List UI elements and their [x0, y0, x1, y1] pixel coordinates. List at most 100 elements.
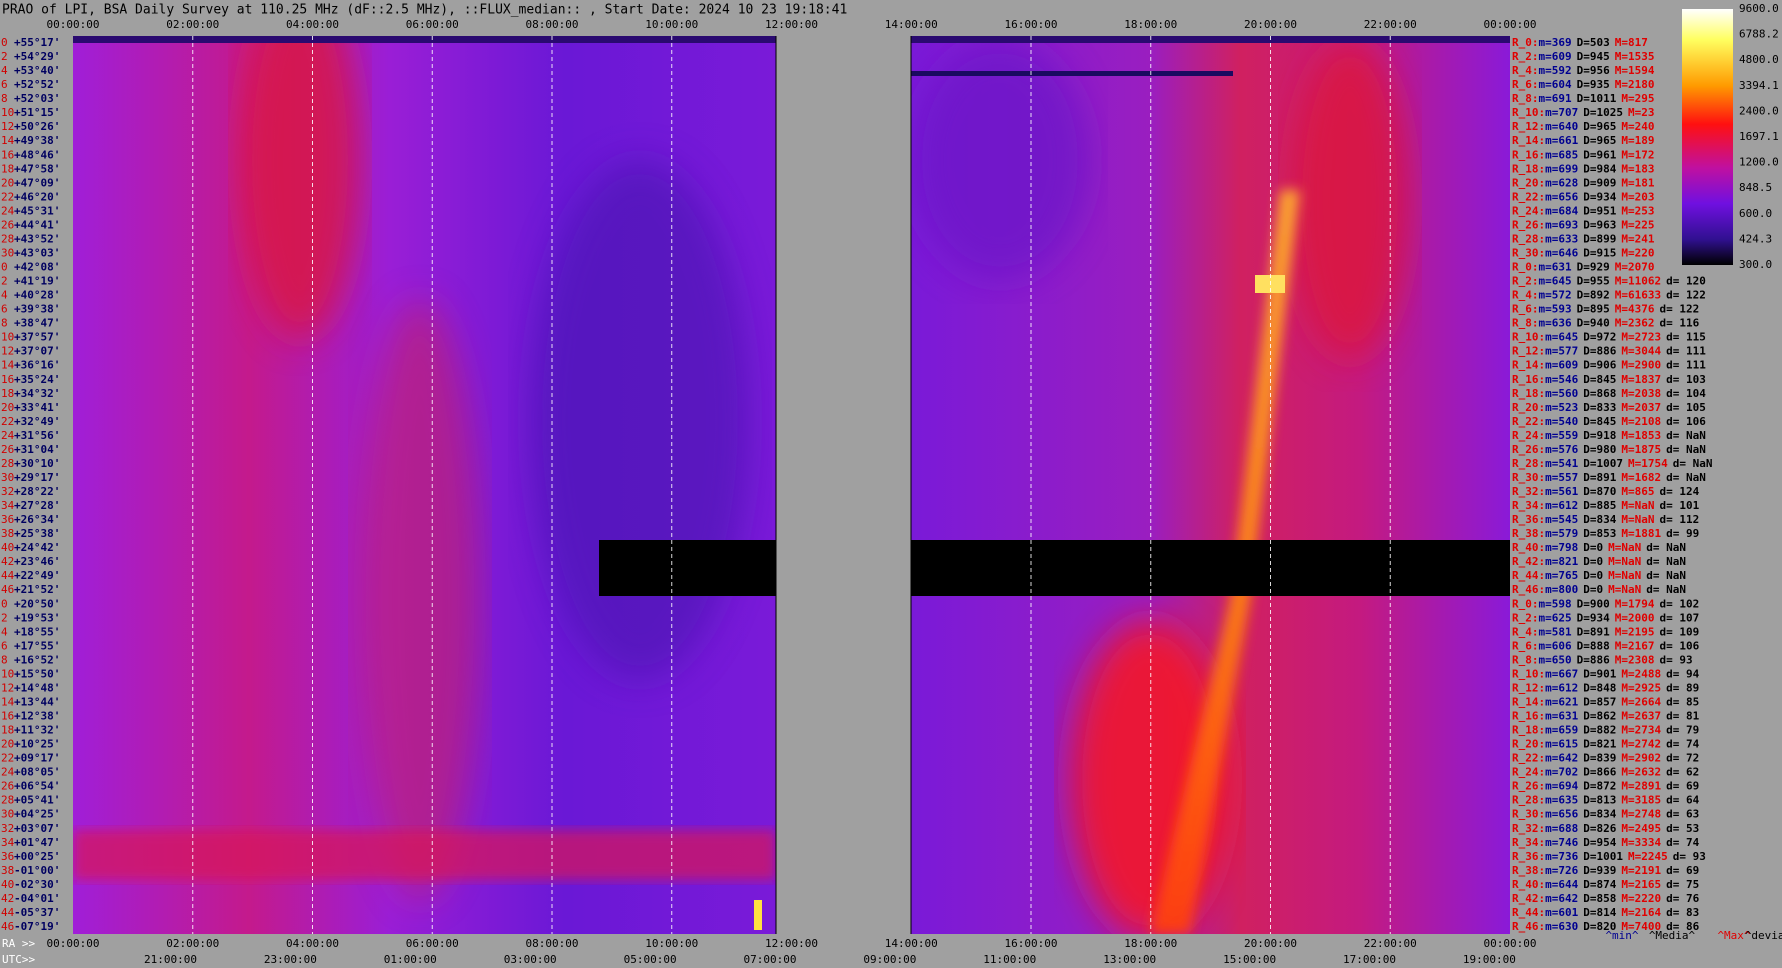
row-index: 4 — [1, 625, 8, 638]
beam-stats: R_20:m=615 D=821 M=2742 d= 74 — [1512, 738, 1700, 751]
utc-time: 05:00:00 — [624, 953, 677, 966]
stat-field: M=NaN — [1621, 499, 1654, 512]
stat-field: M=NaN — [1608, 555, 1641, 568]
stat-field: m=546 — [1545, 373, 1578, 386]
ra-time: 16:00:00 — [1005, 937, 1058, 950]
legend-key: ^devia^ — [1745, 929, 1782, 942]
row-index: 2 — [1, 611, 8, 624]
stat-field: d= 93 — [1660, 653, 1693, 666]
stat-field: d= 83 — [1666, 906, 1699, 919]
row-index: 32 — [1, 822, 14, 835]
beam-stats: R_4:m=581 D=891 M=2195 d= 109 — [1512, 625, 1699, 638]
row-index: 24 — [1, 429, 15, 442]
stat-field: D=839 — [1583, 752, 1616, 765]
stat-field: m=631 — [1539, 261, 1572, 274]
stat-field: M=172 — [1621, 148, 1654, 161]
colorbar-label: 424.3 — [1739, 232, 1772, 245]
time-label: 18:00:00 — [1124, 18, 1177, 31]
time-label: 02:00:00 — [166, 18, 219, 31]
declination: +09°17' — [14, 752, 60, 765]
declination: +34°32' — [14, 387, 60, 400]
stat-field: R_24: — [1512, 766, 1545, 779]
stat-field: M=2308 — [1615, 653, 1655, 666]
row-index: 22 — [1, 415, 14, 428]
declination: +48°46' — [14, 148, 60, 161]
beam-stats: R_42:m=642 D=858 M=2220 d= 76 — [1512, 892, 1700, 905]
stat-field: R_6: — [1512, 303, 1539, 316]
stat-field: D=915 — [1583, 246, 1616, 259]
time-label: 10:00:00 — [645, 18, 698, 31]
stat-field: R_18: — [1512, 724, 1545, 737]
stat-field: M=241 — [1621, 232, 1654, 245]
stat-field: d= 111 — [1666, 345, 1706, 358]
stat-field: R_26: — [1512, 780, 1545, 793]
beam-stats: R_6:m=606 D=888 M=2167 d= 106 — [1512, 639, 1700, 652]
stat-field: m=592 — [1539, 64, 1572, 77]
stat-field: R_28: — [1512, 794, 1545, 807]
declination: +10°25' — [14, 738, 60, 751]
stat-field: M=2891 — [1621, 780, 1661, 793]
stat-field: m=821 — [1545, 555, 1578, 568]
stat-field: D=874 — [1583, 878, 1616, 891]
beam-stats: R_44:m=601 D=814 M=2164 d= 83 — [1512, 906, 1699, 919]
stat-field: d= 107 — [1660, 611, 1700, 624]
row-index: 44 — [1, 569, 15, 582]
stat-field: M=2195 — [1615, 625, 1655, 638]
beam-stats: R_16:m=631 D=862 M=2637 d= 81 — [1512, 710, 1700, 723]
stat-field: m=579 — [1545, 527, 1578, 540]
stat-field: m=609 — [1545, 359, 1578, 372]
stat-field: m=707 — [1545, 106, 1578, 119]
stat-field: R_16: — [1512, 710, 1545, 723]
stat-field: M=2902 — [1621, 752, 1661, 765]
colorbar-label: 3394.1 — [1739, 79, 1779, 92]
stat-field: R_12: — [1512, 120, 1545, 133]
stat-field: D=834 — [1583, 513, 1616, 526]
beam-stats: R_30:m=656 D=834 M=2748 d= 63 — [1512, 808, 1699, 821]
stat-field: m=369 — [1539, 36, 1572, 49]
declination: +50°26' — [14, 120, 60, 133]
stat-field: D=906 — [1583, 359, 1616, 372]
stat-field: M=2495 — [1621, 822, 1661, 835]
stat-field: m=642 — [1545, 752, 1578, 765]
stat-field: M=7400 — [1621, 920, 1661, 933]
stat-field: R_38: — [1512, 527, 1545, 540]
stat-field: m=581 — [1539, 625, 1572, 638]
row-index: 10 — [1, 106, 14, 119]
legend-key: ^Media^ — [1649, 929, 1696, 942]
stat-field: R_30: — [1512, 808, 1545, 821]
stat-field: M=2748 — [1621, 808, 1661, 821]
stat-field: M=2362 — [1615, 317, 1655, 330]
stat-field: M=2734 — [1621, 724, 1661, 737]
declination: +53°40' — [14, 64, 60, 77]
time-label: 16:00:00 — [1005, 18, 1058, 31]
stat-field: M=2900 — [1621, 359, 1661, 372]
stat-field: M=253 — [1621, 204, 1654, 217]
stat-field: D=935 — [1577, 78, 1610, 91]
ra-time: 02:00:00 — [166, 937, 219, 950]
stat-field: M=225 — [1621, 218, 1654, 231]
stat-field: R_12: — [1512, 345, 1545, 358]
beam-stats: R_16:m=685 D=961 M=172 — [1512, 148, 1655, 161]
stat-field: M=4376 — [1615, 303, 1655, 316]
declination: +43°52' — [14, 232, 60, 245]
row-index: 22 — [1, 752, 14, 765]
beam-stats: R_44:m=765 D=0 M=NaN d= NaN — [1512, 569, 1686, 582]
stat-field: R_0: — [1512, 597, 1539, 610]
stat-field: d= 109 — [1660, 625, 1700, 638]
row-index: 0 — [1, 261, 8, 274]
beam-stats: R_20:m=523 D=833 M=2037 d= 105 — [1512, 401, 1706, 414]
row-index: 34 — [1, 499, 15, 512]
declination: +47°58' — [14, 162, 60, 175]
row-index: 36 — [1, 850, 14, 863]
utc-time: 01:00:00 — [384, 953, 437, 966]
row-index: 4 — [1, 64, 8, 77]
utc-time: 09:00:00 — [863, 953, 916, 966]
declination: -01°00' — [14, 864, 60, 877]
beam-stats: R_46:m=800 D=0 M=NaN d= NaN — [1512, 583, 1686, 596]
time-label: 00:00:00 — [47, 18, 100, 31]
stat-field: d= 124 — [1660, 485, 1700, 498]
stat-field: m=604 — [1539, 78, 1572, 91]
colorbar-label: 848.5 — [1739, 181, 1772, 194]
declination: +26°34' — [14, 513, 60, 526]
stat-field: M=3044 — [1621, 345, 1661, 358]
